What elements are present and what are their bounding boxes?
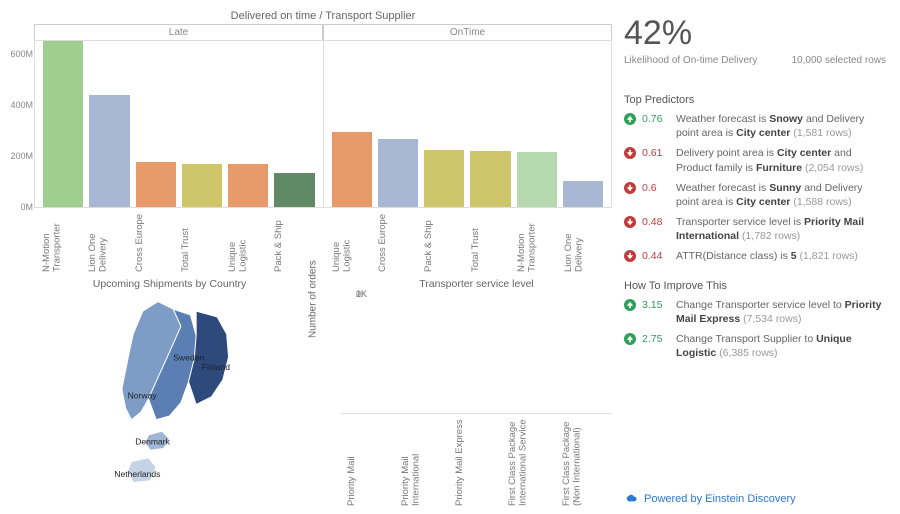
predictor-value: 0.6 bbox=[642, 181, 670, 195]
left-column: Delivered on time / Transport Supplier L… bbox=[0, 0, 620, 514]
arrow-down-icon bbox=[624, 147, 636, 159]
predictor-value: 3.15 bbox=[642, 298, 670, 312]
arrow-down-icon bbox=[624, 182, 636, 194]
arrow-up-icon bbox=[624, 333, 636, 345]
predictors-title: Top Predictors bbox=[624, 94, 886, 106]
predictor-text: Weather forecast is Snowy and Delivery p… bbox=[676, 112, 886, 140]
bar-group-ontime bbox=[323, 41, 612, 207]
bar[interactable] bbox=[517, 152, 557, 207]
top-bar-chart[interactable]: Annual contract quantity 600M400M200M0M bbox=[34, 40, 612, 208]
arrow-down-icon bbox=[624, 250, 636, 262]
bar-label: Total Trust bbox=[181, 210, 221, 274]
bar[interactable] bbox=[136, 162, 176, 207]
kpi-label: Likelihood of On-time Delivery bbox=[624, 55, 757, 66]
stacked-title: Transporter service level bbox=[341, 278, 612, 290]
stacked-x-labels: Priority MailPriority Mail International… bbox=[341, 416, 612, 506]
map-title: Upcoming Shipments by Country bbox=[34, 278, 305, 290]
stacked-bar-label: First Class Package (Non International) bbox=[562, 416, 606, 506]
powered-by[interactable]: Powered by Einstein Discovery bbox=[624, 482, 886, 506]
predictor-text: Change Transporter service level to Prio… bbox=[676, 298, 886, 326]
bar-label: Lion One Delivery bbox=[88, 210, 128, 274]
predictor-value: 0.61 bbox=[642, 146, 670, 160]
arrow-up-icon bbox=[624, 113, 636, 125]
kpi-metric: 42% bbox=[624, 14, 886, 53]
map-label-netherlands: Netherlands bbox=[114, 469, 160, 479]
group-header: OnTime bbox=[323, 24, 612, 40]
bar[interactable] bbox=[563, 181, 603, 207]
bar[interactable] bbox=[182, 164, 222, 207]
stacked-panel: Transporter service level Number of orde… bbox=[313, 278, 612, 506]
powered-by-label: Powered by Einstein Discovery bbox=[644, 493, 796, 505]
improvements-list: 3.15 Change Transporter service level to … bbox=[624, 298, 886, 367]
dashboard: Delivered on time / Transport Supplier L… bbox=[0, 0, 900, 514]
bar-label: Total Trust bbox=[471, 210, 511, 274]
predictor-text: Transporter service level is Priority Ma… bbox=[676, 215, 886, 243]
bar-group-late bbox=[35, 41, 323, 207]
predictor-value: 0.76 bbox=[642, 112, 670, 126]
group-header: Late bbox=[34, 24, 323, 40]
bar[interactable] bbox=[43, 41, 83, 207]
bar[interactable] bbox=[470, 151, 510, 207]
map-label-finland: Finland bbox=[202, 362, 230, 372]
top-chart-title: Delivered on time / Transport Supplier bbox=[34, 10, 612, 22]
stacked-bar-label: Priority Mail International bbox=[401, 416, 445, 506]
predictor-row[interactable]: 0.76 Weather forecast is Snowy and Delive… bbox=[624, 112, 886, 140]
predictor-text: Change Transport Supplier to Unique Logi… bbox=[676, 332, 886, 360]
bar[interactable] bbox=[332, 132, 372, 207]
predictor-text: ATTR(Distance class) is 5 (1,821 rows) bbox=[676, 249, 886, 263]
predictor-value: 0.48 bbox=[642, 215, 670, 229]
top-x-labels: N-Motion TransporterLion One DeliveryCro… bbox=[34, 210, 612, 274]
stacked-bar-label: Priority Mail bbox=[347, 416, 391, 506]
map-panel: Upcoming Shipments by Country Sweden Fin… bbox=[34, 278, 305, 506]
bottom-row: Upcoming Shipments by Country Sweden Fin… bbox=[34, 278, 612, 506]
predictor-value: 0.44 bbox=[642, 249, 670, 263]
bar-label: Cross Europe bbox=[378, 210, 418, 274]
map-label-sweden: Sweden bbox=[173, 353, 204, 363]
bar-label: Lion One Delivery bbox=[564, 210, 604, 274]
bar[interactable] bbox=[274, 173, 314, 207]
predictor-text: Weather forecast is Sunny and Delivery p… bbox=[676, 181, 886, 209]
predictor-row[interactable]: 0.61 Delivery point area is City center a… bbox=[624, 146, 886, 174]
predictor-row[interactable]: 3.15 Change Transporter service level to … bbox=[624, 298, 886, 326]
bar-label: Cross Europe bbox=[135, 210, 175, 274]
predictor-row[interactable]: 2.75 Change Transport Supplier to Unique … bbox=[624, 332, 886, 360]
bar-label: N-Motion Transporter bbox=[42, 210, 82, 274]
einstein-icon bbox=[624, 492, 638, 506]
predictor-value: 2.75 bbox=[642, 332, 670, 346]
bar[interactable] bbox=[378, 139, 418, 207]
predictor-row[interactable]: 0.48 Transporter service level is Priorit… bbox=[624, 215, 886, 243]
bar[interactable] bbox=[424, 150, 464, 207]
map-svg[interactable]: Sweden Finland Norway Denmark Netherland… bbox=[34, 294, 305, 494]
bar-label: Unique Logistic bbox=[332, 210, 372, 274]
stacked-bar-label: Priority Mail Express bbox=[455, 416, 499, 506]
bar[interactable] bbox=[228, 164, 268, 207]
arrow-down-icon bbox=[624, 216, 636, 228]
top-y-ticks: 600M400M200M0M bbox=[7, 41, 33, 207]
bar-label: Pack & Ship bbox=[424, 210, 464, 274]
kpi-rows: 10,000 selected rows bbox=[791, 55, 886, 66]
bar[interactable] bbox=[89, 95, 129, 207]
improve-title: How To Improve This bbox=[624, 280, 886, 292]
stacked-y-label: Number of orders bbox=[308, 260, 319, 338]
right-column: 42% Likelihood of On-time Delivery 10,00… bbox=[620, 0, 900, 514]
map-label-denmark: Denmark bbox=[135, 436, 170, 446]
bar-label: N-Motion Transporter bbox=[517, 210, 557, 274]
arrow-up-icon bbox=[624, 299, 636, 311]
bar-label: Unique Logistic bbox=[228, 210, 268, 274]
predictor-row[interactable]: 0.44 ATTR(Distance class) is 5 (1,821 row… bbox=[624, 249, 886, 263]
stacked-chart[interactable]: 2K1K0K bbox=[341, 294, 612, 414]
map-label-norway: Norway bbox=[128, 391, 158, 401]
predictor-row[interactable]: 0.6 Weather forecast is Sunny and Deliver… bbox=[624, 181, 886, 209]
predictors-list: 0.76 Weather forecast is Snowy and Delive… bbox=[624, 112, 886, 270]
predictor-text: Delivery point area is City center and P… bbox=[676, 146, 886, 174]
stacked-bar-label: First Class Package International Servic… bbox=[508, 416, 552, 506]
top-chart-group-headers: LateOnTime bbox=[34, 24, 612, 40]
